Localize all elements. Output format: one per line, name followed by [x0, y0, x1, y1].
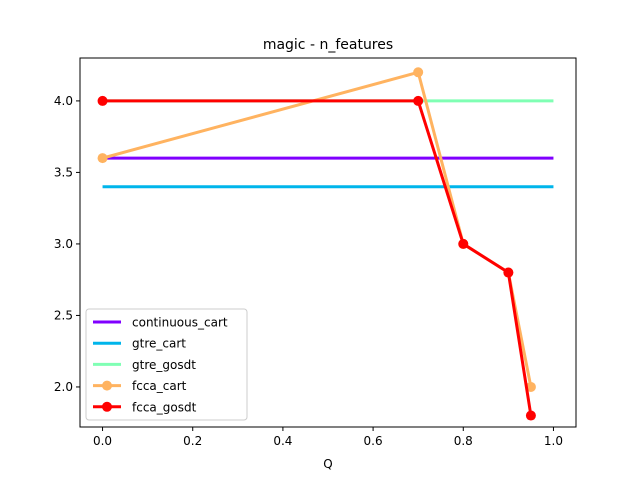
- y-tick-label: 3.5: [54, 165, 73, 179]
- legend-label: continuous_cart: [132, 316, 228, 330]
- x-tick-label: 0.0: [93, 434, 112, 448]
- legend-marker: [102, 380, 112, 391]
- legend-marker: [102, 401, 112, 412]
- data-point-fcca-gosdt: [525, 410, 536, 421]
- chart-title: magic - n_features: [263, 37, 393, 53]
- data-point-fcca-gosdt: [413, 95, 424, 106]
- legend-item-continuous-cart: continuous_cart: [93, 316, 228, 330]
- y-tick-label: 3.0: [54, 237, 73, 251]
- axis-ticks: 0.0 0.2 0.4 0.6 0.8 1.0 2.0 2.5 3.0 3.5 4.0: [54, 94, 563, 448]
- legend: continuous_cart gtre_cart gtre_gosdt fcca_c…: [85, 308, 248, 421]
- legend-item-fcca-gosdt: fcca_gosdt: [93, 400, 197, 414]
- data-point-fcca-gosdt: [97, 95, 108, 106]
- legend-label: fcca_cart: [132, 379, 187, 393]
- data-point-fcca-cart: [525, 381, 536, 392]
- legend-item-gtre-gosdt: gtre_gosdt: [93, 358, 196, 372]
- legend-label: gtre_cart: [132, 337, 186, 351]
- y-tick-label: 2.0: [54, 380, 73, 394]
- data-point-fcca-cart: [97, 153, 108, 164]
- data-point-fcca-gosdt: [458, 238, 469, 249]
- legend-item-gtre-cart: gtre_cart: [93, 337, 186, 351]
- legend-item-fcca-cart: fcca_cart: [93, 379, 187, 393]
- x-tick-label: 0.4: [273, 434, 292, 448]
- legend-label: fcca_gosdt: [132, 400, 197, 414]
- x-axis-label: Q: [323, 457, 332, 471]
- x-tick-label: 0.6: [364, 434, 383, 448]
- legend-box: [85, 308, 248, 421]
- series-fcca-gosdt: [97, 95, 536, 421]
- x-tick-label: 0.8: [454, 434, 473, 448]
- plot-series: [97, 67, 554, 421]
- y-tick-label: 2.5: [54, 308, 73, 322]
- x-tick-label: 1.0: [544, 434, 563, 448]
- y-tick-label: 4.0: [54, 94, 73, 108]
- x-tick-label: 0.2: [183, 434, 202, 448]
- data-point-fcca-gosdt: [503, 267, 514, 278]
- data-point-fcca-cart: [413, 67, 424, 78]
- plot-frame: [79, 57, 577, 428]
- legend-label: gtre_gosdt: [132, 358, 196, 372]
